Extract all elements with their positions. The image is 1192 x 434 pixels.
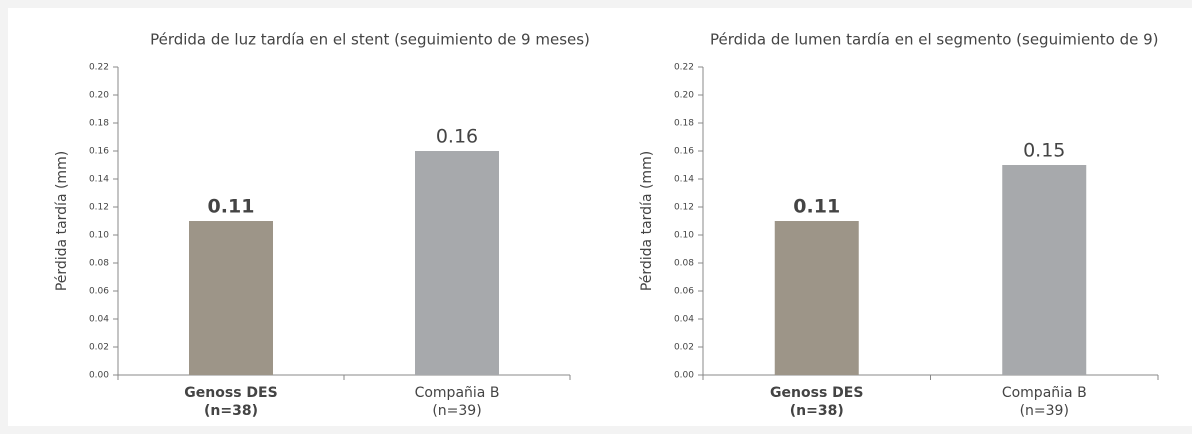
value-label: 0.16 bbox=[436, 126, 478, 148]
x-tick-note: (n=38) bbox=[790, 403, 844, 419]
y-tick-label: 0.06 bbox=[674, 287, 694, 297]
x-tick-note: (n=38) bbox=[204, 403, 258, 419]
y-tick-label: 0.20 bbox=[89, 91, 109, 101]
y-tick-label: 0.12 bbox=[674, 203, 694, 213]
y-tick-label: 0.18 bbox=[89, 119, 109, 129]
chart-title: Pérdida de luz tardía en el stent (segui… bbox=[150, 31, 590, 49]
y-tick-label: 0.06 bbox=[89, 287, 109, 297]
y-tick-label: 0.08 bbox=[674, 259, 694, 269]
bar bbox=[774, 221, 859, 375]
y-tick-label: 0.18 bbox=[674, 119, 694, 129]
y-tick-label: 0.16 bbox=[674, 147, 694, 157]
y-tick-label: 0.16 bbox=[89, 147, 109, 157]
x-tick-label: Genoss DES bbox=[770, 385, 863, 401]
y-tick-label: 0.20 bbox=[674, 91, 694, 101]
bar bbox=[415, 151, 499, 375]
x-tick-note: (n=39) bbox=[432, 403, 481, 419]
x-tick-label: Compañia B bbox=[1002, 385, 1087, 401]
x-tick-note: (n=39) bbox=[1020, 403, 1069, 419]
bar bbox=[189, 221, 273, 375]
value-label: 0.11 bbox=[793, 196, 840, 218]
y-tick-label: 0.04 bbox=[674, 315, 694, 325]
y-tick-label: 0.00 bbox=[89, 371, 109, 381]
chart-title: Pérdida de lumen tardía en el segmento (… bbox=[710, 31, 1159, 49]
y-tick-label: 0.10 bbox=[674, 231, 694, 241]
y-tick-label: 0.04 bbox=[89, 315, 109, 325]
y-tick-label: 0.22 bbox=[674, 63, 694, 73]
y-tick-label: 0.02 bbox=[674, 343, 694, 353]
value-label: 0.15 bbox=[1023, 140, 1065, 162]
y-tick-label: 0.08 bbox=[89, 259, 109, 269]
y-tick-label: 0.10 bbox=[89, 231, 109, 241]
x-tick-label: Genoss DES bbox=[184, 385, 277, 401]
y-tick-label: 0.02 bbox=[89, 343, 109, 353]
y-tick-label: 0.12 bbox=[89, 203, 109, 213]
value-label: 0.11 bbox=[208, 196, 255, 218]
y-axis-label: Pérdida tardía (mm) bbox=[639, 151, 655, 291]
y-tick-label: 0.00 bbox=[674, 371, 694, 381]
x-tick-label: Compañia B bbox=[415, 385, 500, 401]
y-tick-label: 0.14 bbox=[674, 175, 694, 185]
y-tick-label: 0.22 bbox=[89, 63, 109, 73]
bar bbox=[1002, 165, 1087, 375]
y-tick-label: 0.14 bbox=[89, 175, 109, 185]
y-axis-label: Pérdida tardía (mm) bbox=[54, 151, 70, 291]
